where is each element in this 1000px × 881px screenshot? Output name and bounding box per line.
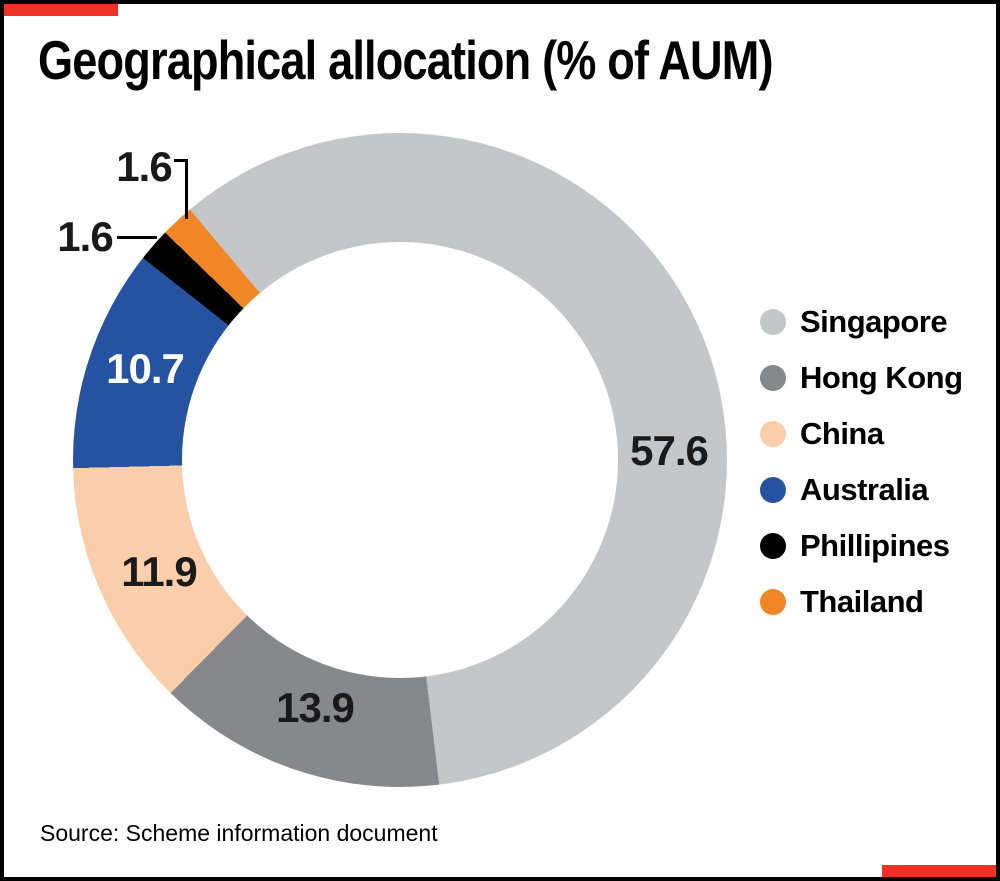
legend-swatch-singapore — [760, 309, 786, 335]
legend-label-phillipines: Phillipines — [800, 528, 950, 563]
value-label-china: 11.9 — [121, 548, 197, 595]
legend-swatch-phillipines — [760, 533, 786, 559]
legend-label-australia: Australia — [800, 472, 929, 507]
legend-item-singapore: Singapore — [760, 294, 963, 350]
legend-label-china: China — [800, 416, 884, 451]
legend-item-thailand: Thailand — [760, 574, 963, 630]
value-label-phillipines: 1.6 — [57, 213, 113, 260]
value-label-australia: 10.7 — [106, 345, 185, 392]
callout-line-phillipines — [117, 236, 157, 239]
legend-label-hong-kong: Hong Kong — [800, 360, 963, 395]
legend-item-phillipines: Phillipines — [760, 518, 963, 574]
donut-chart — [73, 133, 727, 787]
source-note: Source: Scheme information document — [40, 820, 438, 846]
chart-title: Geographical allocation (% of AUM) — [38, 29, 774, 91]
legend-item-china: China — [760, 406, 963, 462]
legend-label-singapore: Singapore — [800, 304, 948, 339]
donut-hole — [182, 242, 618, 678]
value-label-singapore: 57.6 — [630, 427, 709, 474]
legend-swatch-thailand — [760, 589, 786, 615]
red-accent-top-left — [4, 4, 118, 16]
legend-item-hong-kong: Hong Kong — [760, 350, 963, 406]
value-label-hong-kong: 13.9 — [276, 684, 355, 731]
callout-line-thailand-vertical — [185, 159, 188, 219]
red-accent-bottom-right — [882, 865, 996, 877]
legend-swatch-australia — [760, 477, 786, 503]
legend-swatch-hong-kong — [760, 365, 786, 391]
legend-swatch-china — [760, 421, 786, 447]
legend: Singapore Hong Kong China Australia Phil… — [760, 294, 963, 630]
value-label-thailand: 1.6 — [116, 143, 172, 190]
callout-line-thailand-horizontal — [174, 159, 188, 162]
legend-item-australia: Australia — [760, 462, 963, 518]
legend-label-thailand: Thailand — [800, 584, 924, 619]
